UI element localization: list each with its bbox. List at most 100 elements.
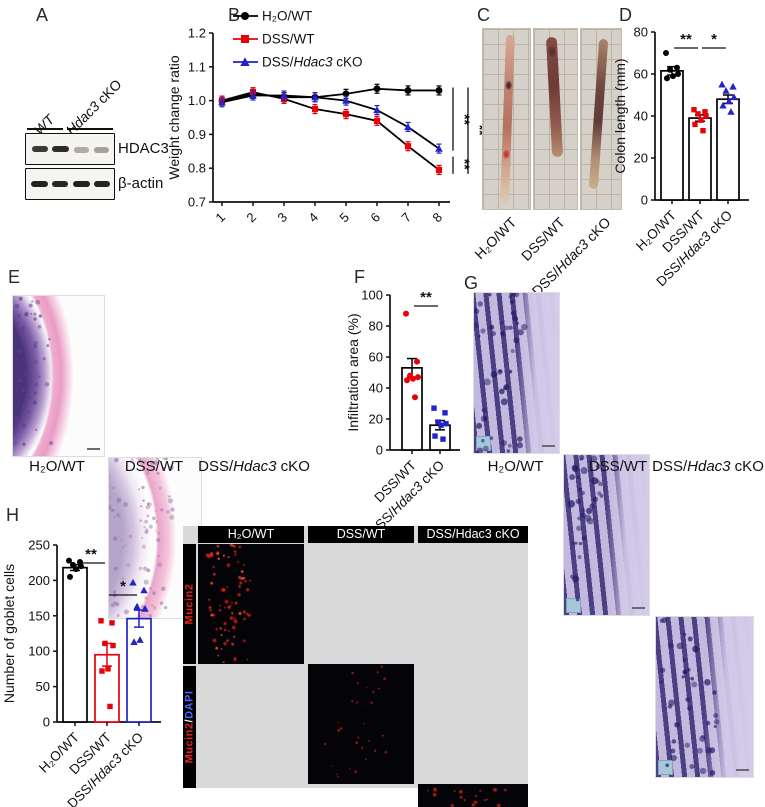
panel-letter-g: G [464,273,479,293]
speckle [220,633,223,637]
data-point [70,561,76,568]
speckle [477,301,484,307]
speckle [510,310,517,316]
speckle [207,598,211,602]
if-mucin2-h2o-wt [198,544,304,664]
speckle [478,789,482,793]
speckle [692,645,699,653]
legend-label: H₂O/WT [262,9,312,24]
speckle [592,496,598,502]
x-tick-label: 1 [212,210,228,226]
speckle [144,596,148,600]
texture [109,458,175,618]
speckle [164,458,168,460]
blot-band [94,181,110,187]
scale-bar [736,769,749,771]
speckle [350,699,354,703]
lane-rule-cko [67,128,113,130]
speckle [432,786,438,793]
y-tick-label: 100 [28,644,50,659]
speckle [141,544,146,549]
speckle [670,754,677,762]
speckle [516,442,523,449]
speckle [246,658,249,661]
speckle [595,463,602,470]
speckle [230,642,234,646]
texture [659,617,720,776]
y-tick-label: 1.1 [188,59,206,74]
speckle [674,721,680,728]
inset-square [476,436,491,451]
y-tick-label: 60 [369,350,383,365]
speckle [507,443,512,448]
data-point [311,105,319,113]
row-label-dapi: DAPI [183,690,196,719]
speckle [513,337,520,344]
speckle [146,568,151,573]
speckle [18,378,23,383]
y-tick-label: 0.8 [188,161,206,176]
speckle [580,490,586,496]
speckle [42,357,46,361]
speckle [170,507,175,512]
speckle [109,474,112,479]
data-point [703,113,709,119]
pas-caption-dss-cko: DSS/Hdac3 cKO [648,458,765,475]
data-point [241,12,249,20]
speckle [222,621,228,627]
speckle [109,494,111,498]
panel-letter-e: E [8,267,21,287]
bar [688,117,712,201]
speckle [373,749,377,753]
speckle [576,475,581,480]
speckle [139,519,143,522]
speckle [168,495,171,498]
speckle [215,646,219,650]
caption-text-italic: Hdac3 [687,458,731,475]
speckle [138,459,142,463]
panel-b-weight-chart: 0.7 0.8 0.9 1.0 1.1 1.2 1 2 3 4 5 6 7 8 Weight change … [165,0,488,265]
speckle [38,314,43,318]
data-point [133,602,141,610]
speckle [109,505,112,511]
speckle [166,510,171,514]
data-point [78,563,84,570]
row-label-text: Mucin2/DAPI [184,691,196,764]
speckle [29,312,33,315]
speckle [704,679,711,686]
speckle [112,486,115,490]
y-tick-label: 0.9 [188,127,206,142]
data-point [725,97,733,105]
data-point [730,93,738,101]
speckle [482,445,489,452]
speckle [21,403,27,408]
texture [474,293,528,453]
data-point [432,433,438,439]
speckle [510,348,515,354]
speckle [113,458,119,463]
speckle [37,325,42,329]
speckle [671,739,677,744]
speckle [481,438,485,443]
speckle [142,499,145,502]
speckle [500,320,504,325]
speckle [33,312,37,316]
blot-band [73,181,90,187]
speckle [222,661,225,664]
y-tick-label: 80 [369,319,383,334]
speckle [376,670,380,674]
data-point [440,436,446,442]
speckle [488,293,492,297]
speckle [210,552,213,555]
data-point [403,310,409,317]
data-point [67,573,73,580]
speckle [576,525,582,532]
speckle [686,705,692,711]
speckle [427,789,430,792]
speckle [578,487,582,492]
speckle [28,395,33,400]
speckle [23,371,28,376]
row-label-mucin2: Mucin2 [183,722,196,764]
speckle [685,697,691,703]
